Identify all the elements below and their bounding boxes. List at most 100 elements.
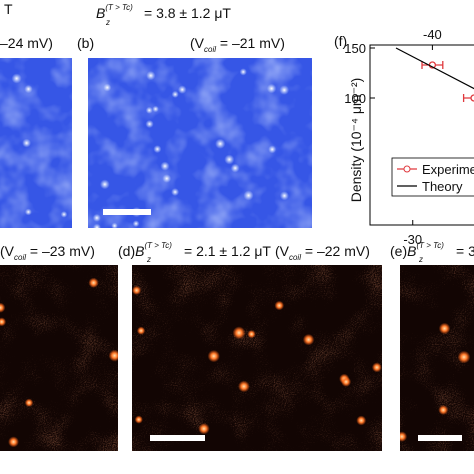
blue-image xyxy=(0,58,72,228)
field-text: B(T > Tc) z = 3.8 ± 1.2 μT xyxy=(96,3,231,27)
spot xyxy=(279,191,290,201)
spot xyxy=(207,349,220,363)
scale-bar xyxy=(150,435,205,441)
legend-swatch xyxy=(403,165,411,173)
vcoil-value: = –22 mV) xyxy=(301,243,370,259)
panel-label: (e) xyxy=(390,243,407,259)
spot xyxy=(24,398,34,407)
spot xyxy=(108,349,118,362)
spot xyxy=(438,322,451,335)
spot xyxy=(160,161,170,171)
panel-label: (f) xyxy=(334,33,347,49)
spot xyxy=(279,85,290,95)
vcoil-text: (Vcoil = –21 mV) xyxy=(190,35,285,54)
orange-image xyxy=(400,265,474,451)
spot xyxy=(247,329,256,339)
spot xyxy=(136,326,146,335)
spot xyxy=(88,277,99,288)
y-tick-label: 150 xyxy=(344,41,366,56)
field: B xyxy=(135,243,144,259)
spot xyxy=(171,90,179,98)
spot xyxy=(230,163,240,173)
spot xyxy=(103,83,112,92)
scale-bar xyxy=(103,209,151,215)
blue-image xyxy=(88,58,312,228)
spot xyxy=(8,436,19,448)
spot xyxy=(111,222,118,228)
spot xyxy=(215,138,226,149)
spot xyxy=(0,317,7,327)
spot xyxy=(162,174,172,183)
x-tick-label: -30 xyxy=(403,232,422,247)
spot xyxy=(171,188,180,197)
spot xyxy=(198,423,210,435)
spot xyxy=(153,145,162,154)
spot xyxy=(400,431,408,442)
vcoil-sub: coil xyxy=(14,253,26,262)
field-value: = 3.8 ± 1.2 μT xyxy=(144,5,231,21)
field: B xyxy=(96,5,105,21)
spot xyxy=(177,85,187,94)
spot xyxy=(371,362,382,373)
spot xyxy=(457,350,471,364)
error-bar xyxy=(462,94,474,102)
spot xyxy=(356,415,367,426)
spot xyxy=(266,83,277,94)
spot xyxy=(11,73,22,84)
panel-label: (b) xyxy=(77,35,94,51)
field-sub: z xyxy=(105,18,110,27)
spot xyxy=(146,70,156,81)
x2-tick-label: -40 xyxy=(423,27,442,42)
vcoil-sub: coil xyxy=(289,253,301,262)
spot xyxy=(0,302,6,313)
field: B xyxy=(407,243,416,259)
spot xyxy=(438,405,449,415)
spot xyxy=(60,211,68,218)
plot-frame xyxy=(369,44,474,226)
legend-label: Experiment xyxy=(422,162,474,177)
spot xyxy=(93,223,101,228)
vcoil: (V xyxy=(190,35,205,51)
panel-a-vcoil: –24 mV) xyxy=(0,35,53,51)
panel-label: (d) xyxy=(118,243,135,259)
spot xyxy=(232,326,246,340)
vcoil-value: = –21 mV) xyxy=(216,35,285,51)
spot xyxy=(145,106,153,114)
vcoil-text: (Vcoil = –23 mV) xyxy=(0,243,95,262)
spot xyxy=(239,68,247,76)
spot xyxy=(132,220,140,228)
chart: 100 150 -30 -40 Experiment Theory xyxy=(344,27,474,247)
orange-image xyxy=(132,265,382,451)
vcoil: (V xyxy=(0,243,15,259)
spot xyxy=(238,380,250,393)
panel-a-header: T xyxy=(4,1,13,17)
vcoil: (V xyxy=(275,243,290,259)
field-sup: (T > Tc) xyxy=(105,3,133,12)
scale-bar xyxy=(418,435,462,441)
legend-label: Theory xyxy=(422,179,463,194)
orange-image xyxy=(0,265,118,451)
field-value: = 3. xyxy=(456,243,474,259)
field-sub: z xyxy=(146,255,151,264)
spot xyxy=(99,179,110,190)
spot xyxy=(132,285,142,295)
theory-line xyxy=(395,47,474,90)
field-sup: (T > Tc) xyxy=(416,241,444,250)
data-point xyxy=(470,94,474,102)
spot xyxy=(145,119,154,129)
spot xyxy=(224,154,235,165)
spot xyxy=(92,213,101,222)
field-sup: (T > Tc) xyxy=(144,241,172,250)
spot xyxy=(302,333,315,346)
spot xyxy=(134,415,143,424)
spot xyxy=(24,84,33,94)
legend-box xyxy=(391,157,474,197)
spot xyxy=(24,208,32,216)
spot xyxy=(274,300,285,311)
y-tick-label: 100 xyxy=(344,91,366,106)
spot xyxy=(243,190,254,201)
spot xyxy=(22,138,32,148)
vcoil-sub: coil xyxy=(204,45,216,54)
vcoil-value: = –23 mV) xyxy=(26,243,95,259)
